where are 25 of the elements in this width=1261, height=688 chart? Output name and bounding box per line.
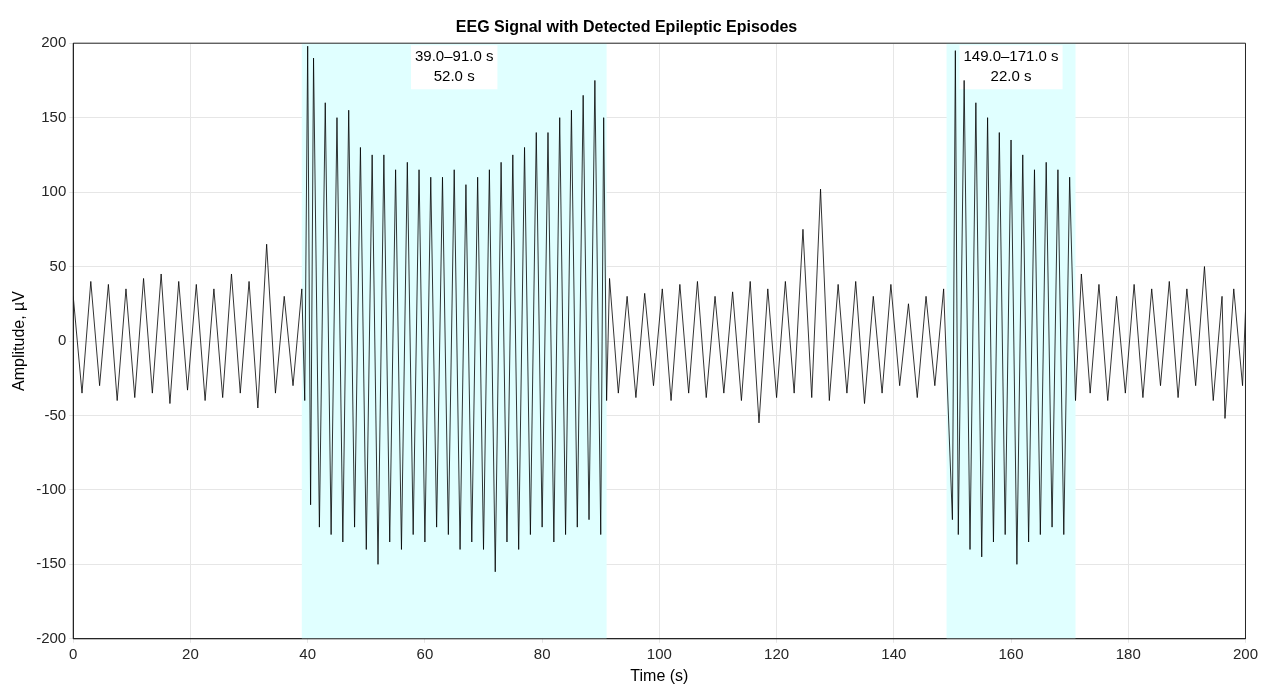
x-tick-label: 20 <box>182 644 199 662</box>
band-label: 39.0–91.0 s 52.0 s <box>415 47 494 85</box>
y-tick-label: 100 <box>41 182 67 200</box>
x-tick-label: 80 <box>533 644 551 662</box>
y-tick-label: -150 <box>36 554 67 572</box>
x-tick-label: 120 <box>764 644 790 662</box>
x-tick-label: 180 <box>1115 644 1141 662</box>
band-label: 149.0–171.0 s 22.0 s <box>963 47 1059 85</box>
y-tick-label: -100 <box>36 480 67 498</box>
x-tick-label: 60 <box>416 644 434 662</box>
y-axis-title: Amplitude, µV <box>10 290 28 391</box>
x-tick-label: 40 <box>299 644 317 662</box>
chart-title: EEG Signal with Detected Epileptic Episodes <box>455 18 798 36</box>
y-tick-label: -200 <box>36 628 67 646</box>
x-tick-label: 0 <box>69 644 78 662</box>
y-tick-label: 150 <box>41 107 67 125</box>
y-tick-label: -50 <box>44 405 67 423</box>
x-tick-label: 140 <box>881 644 907 662</box>
y-tick-label: 50 <box>49 256 67 274</box>
y-tick-label: 0 <box>57 331 67 349</box>
x-tick-label: 160 <box>998 644 1024 662</box>
y-tick-label: 200 <box>41 33 67 51</box>
x-axis-title: Time (s) <box>630 666 689 684</box>
x-tick-label: 100 <box>646 644 672 662</box>
x-tick-label: 200 <box>1232 644 1258 662</box>
